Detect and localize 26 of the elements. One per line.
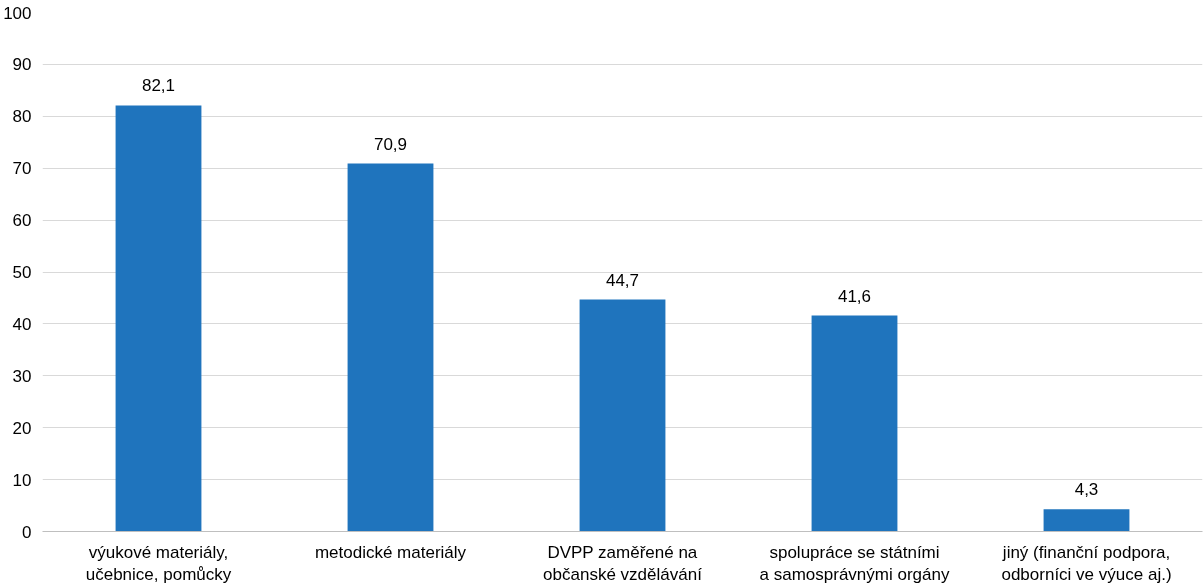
y-tick-label: 10 [12, 470, 32, 490]
y-tick-label: 70 [12, 159, 32, 179]
y-tick-label: 30 [12, 366, 32, 386]
bar [1043, 509, 1130, 532]
y-tick-label: 20 [12, 418, 32, 438]
bar [811, 315, 898, 532]
x-tick-label: spolupráce se státními a samosprávnými orgány [759, 542, 950, 585]
data-label: 82,1 [141, 76, 176, 96]
y-tick-label: 90 [12, 55, 32, 75]
data-label: 41,6 [837, 286, 872, 306]
bar [347, 163, 434, 532]
data-label: 44,7 [605, 270, 640, 290]
x-tick-label: metodické materiály [314, 542, 467, 562]
y-tick-label: 60 [12, 211, 32, 231]
y-tick-label: 80 [12, 107, 32, 127]
bar [579, 299, 666, 532]
y-tick-label: 50 [12, 263, 32, 282]
data-label: 4,3 [1074, 480, 1099, 500]
y-tick-label: 0 [22, 522, 32, 542]
x-tick-label: jiný (finanční podpora, odborníci ve výuce aj.) [1001, 542, 1172, 585]
x-tick-label: DVPP zaměřené na občanské vzdělávání [543, 542, 703, 585]
y-tick-label: 40 [12, 314, 32, 334]
y-tick-label: 100 [3, 3, 32, 23]
bar [115, 105, 202, 532]
data-label: 70,9 [373, 134, 408, 154]
x-tick-label: výukové materiály, učebnice, pomůcky [85, 542, 232, 585]
